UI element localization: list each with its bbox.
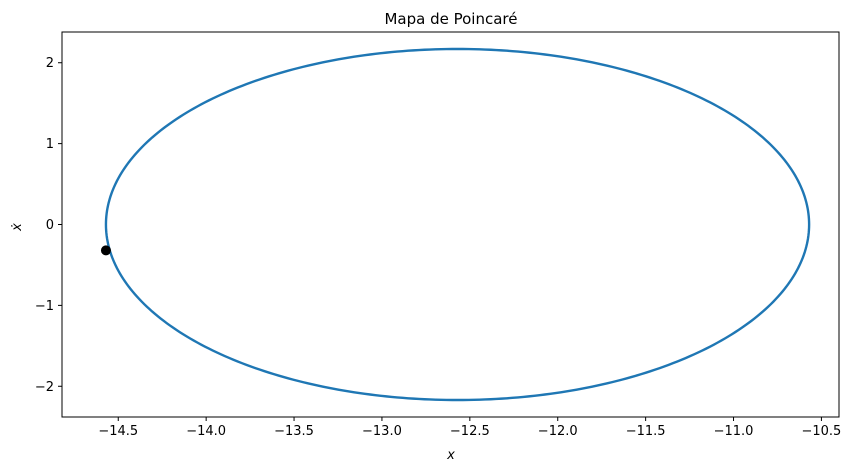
x-axis-label: x xyxy=(446,448,455,463)
x-tick-label: −10.5 xyxy=(801,424,841,439)
x-tick-label: −11.5 xyxy=(626,424,666,439)
x-tick-label: −14.0 xyxy=(186,424,226,439)
axes: −14.5 −14.0 −13.5 −13.0 −12.5 −12.0 −11.5 −11.0… xyxy=(35,31,841,439)
plot-area xyxy=(100,47,811,402)
y-tick-label: 0 xyxy=(46,218,54,233)
x-tick-label: −14.5 xyxy=(98,424,138,439)
y-tick-label: −1 xyxy=(35,299,54,314)
axes-frame xyxy=(61,31,840,418)
marker-point xyxy=(100,245,111,256)
y-tick-label: −2 xyxy=(35,380,54,395)
x-tick-label: −12.0 xyxy=(538,424,578,439)
x-tick-label: −12.5 xyxy=(450,424,490,439)
chart-title: Mapa de Poincaré xyxy=(384,10,517,28)
x-tick-label: −13.5 xyxy=(274,424,314,439)
x-tick-label: −11.0 xyxy=(714,424,754,439)
y-tick-label: 1 xyxy=(46,137,54,152)
y-tick-label: 2 xyxy=(46,56,54,71)
x-tick-label: −13.0 xyxy=(362,424,402,439)
series-orbit-line xyxy=(104,47,811,402)
y-axis-label: ẋ xyxy=(10,223,25,232)
